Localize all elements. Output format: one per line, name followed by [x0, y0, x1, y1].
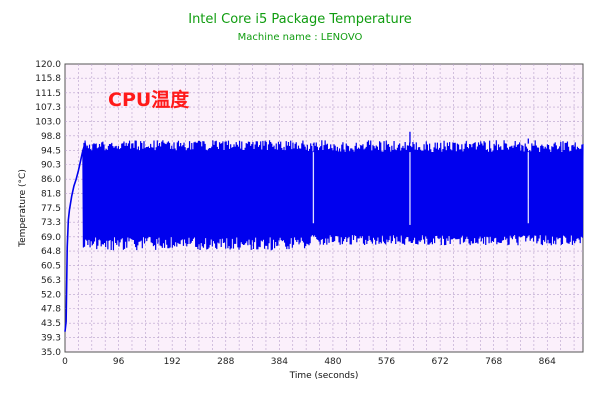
y-tick-label: 47.8: [41, 305, 61, 315]
x-tick-label: 288: [217, 357, 234, 367]
y-tick-label: 77.5: [41, 204, 61, 214]
y-tick-label: 90.3: [41, 161, 61, 171]
x-tick-label: 672: [432, 357, 449, 367]
y-axis-label: Temperature (°C): [18, 169, 28, 248]
y-tick-label: 111.5: [35, 89, 61, 99]
y-tick-label: 35.0: [41, 348, 61, 358]
temperature-oscillation: [82, 140, 584, 251]
x-tick-label: 480: [324, 357, 341, 367]
x-tick-label: 192: [164, 357, 181, 367]
y-tick-label: 52.0: [41, 290, 61, 300]
y-tick-label: 56.3: [41, 276, 61, 286]
y-tick-label: 120.0: [35, 60, 61, 70]
tick-labels: 35.0 39.3 43.5 47.8 52.0 56.3 60.5 64.8 69.0 73.3…: [35, 60, 556, 367]
y-tick-label: 98.8: [41, 132, 61, 142]
y-tick-label: 69.0: [41, 233, 61, 243]
x-tick-label: 384: [271, 357, 288, 367]
chart-subtitle: Machine name : LENOVO: [238, 32, 363, 43]
y-tick-label: 103.0: [35, 118, 61, 128]
chart-title: Intel Core i5 Package Temperature: [188, 12, 412, 27]
cpu-temperature-annotation: CPU温度: [108, 88, 190, 111]
x-tick-label: 768: [485, 357, 502, 367]
data-layer: [64, 131, 584, 332]
y-tick-label: 86.0: [41, 175, 61, 185]
x-axis-label: Time (seconds): [289, 371, 359, 381]
y-tick-label: 73.3: [41, 218, 61, 228]
y-tick-label: 64.8: [41, 247, 61, 257]
y-tick-label: 81.8: [41, 189, 61, 199]
y-tick-label: 43.5: [41, 319, 61, 329]
x-tick-label: 0: [62, 357, 68, 367]
x-tick-label: 864: [539, 357, 556, 367]
temperature-series: [64, 140, 100, 332]
y-tick-label: 107.3: [35, 103, 61, 113]
y-tick-label: 60.5: [41, 262, 61, 272]
y-tick-label: 94.5: [41, 146, 61, 156]
y-tick-label: 115.8: [35, 74, 61, 84]
y-tick-label: 39.3: [41, 333, 61, 343]
x-tick-label: 96: [113, 357, 125, 367]
x-tick-label: 576: [378, 357, 395, 367]
